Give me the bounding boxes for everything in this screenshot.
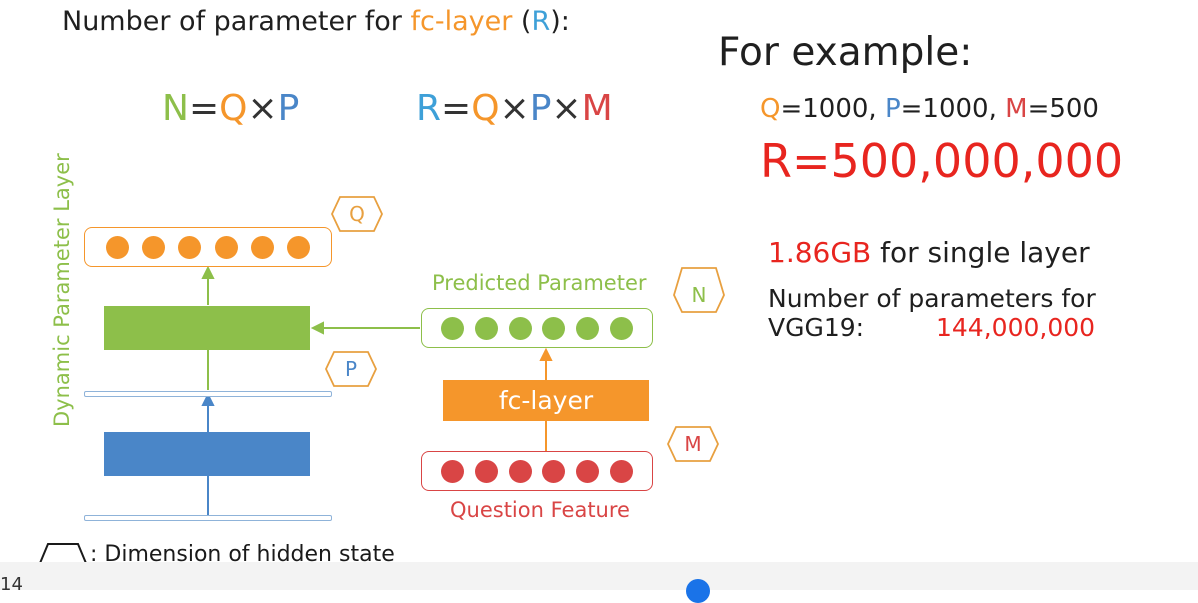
formula-r-r: R bbox=[416, 88, 442, 129]
title-paren-close: ): bbox=[550, 6, 570, 37]
formula-r-eq: = bbox=[441, 88, 472, 129]
hidden-state-bar-top bbox=[84, 391, 332, 397]
badge-q-text: Q bbox=[349, 202, 365, 226]
example-p-val: =1000, bbox=[900, 94, 1006, 124]
output-neuron bbox=[142, 235, 166, 259]
page-number: 14 bbox=[0, 574, 23, 595]
dynamic-parameter-bar bbox=[104, 306, 310, 350]
question-neuron bbox=[440, 459, 464, 483]
vgg-value: 144,000,000 bbox=[936, 313, 1096, 342]
predicted-neuron bbox=[508, 316, 532, 340]
hidden-state-legend-icon bbox=[37, 543, 89, 569]
output-neuron bbox=[178, 235, 202, 259]
predicted-parameter-row bbox=[421, 308, 653, 348]
formula-r-x1: × bbox=[499, 88, 530, 129]
example-r-value: R=500,000,000 bbox=[760, 134, 1124, 188]
fc-layer-label: fc-layer bbox=[498, 386, 594, 415]
output-neuron bbox=[286, 235, 310, 259]
formula-r-q: Q bbox=[471, 88, 500, 129]
example-q: Q bbox=[760, 94, 781, 124]
viewer-footer-bar bbox=[0, 562, 1198, 590]
formula-n-n: N bbox=[162, 88, 189, 129]
example-title: For example: bbox=[718, 30, 973, 75]
example-m-val: =500 bbox=[1027, 94, 1099, 124]
badge-m-text: M bbox=[684, 432, 701, 456]
formula-n-p: P bbox=[277, 88, 300, 129]
badge-m-shape bbox=[667, 426, 719, 462]
question-neuron bbox=[542, 459, 566, 483]
example-values: Q=1000, P=1000, M=500 bbox=[760, 94, 1099, 124]
formula-r-m: M bbox=[581, 88, 613, 129]
vgg-line2: VGG19: bbox=[768, 313, 865, 342]
question-neuron bbox=[474, 459, 498, 483]
title-paren-open: ( bbox=[512, 6, 532, 37]
formula-n-q: Q bbox=[219, 88, 248, 129]
question-feature-label: Question Feature bbox=[450, 498, 630, 522]
example-size: 1.86GB for single layer bbox=[768, 236, 1090, 269]
slide-title: Number of parameter for fc-layer (R): bbox=[62, 6, 570, 37]
title-fc: fc-layer bbox=[410, 6, 513, 37]
predicted-neuron bbox=[576, 316, 600, 340]
badge-n-text: N bbox=[692, 283, 707, 307]
formula-r-p: P bbox=[529, 88, 552, 129]
question-neuron bbox=[508, 459, 532, 483]
title-prefix: Number of parameter for bbox=[62, 6, 411, 37]
question-neuron bbox=[576, 459, 600, 483]
output-neuron bbox=[106, 235, 130, 259]
hidden-state-bar-bottom bbox=[84, 515, 332, 521]
example-size-text: for single layer bbox=[871, 236, 1090, 269]
badge-p-shape bbox=[325, 351, 377, 387]
example-m: M bbox=[1005, 94, 1028, 124]
formula-n-x: × bbox=[247, 88, 278, 129]
badge-q-shape bbox=[331, 196, 383, 232]
question-feature-row bbox=[421, 451, 653, 491]
predicted-neuron bbox=[474, 316, 498, 340]
formula-r: R=Q×P×M bbox=[416, 88, 613, 129]
output-neuron bbox=[214, 235, 238, 259]
example-size-value: 1.86GB bbox=[768, 236, 872, 269]
conv-layer-bar bbox=[104, 432, 310, 476]
fc-layer-box: fc-layer bbox=[443, 380, 649, 421]
example-p: P bbox=[884, 94, 901, 124]
progress-handle[interactable] bbox=[686, 579, 710, 603]
vgg-line1: Number of parameters for bbox=[768, 284, 1096, 313]
badge-p-text: P bbox=[345, 357, 357, 381]
question-neuron bbox=[610, 459, 634, 483]
predicted-neuron bbox=[542, 316, 566, 340]
formula-r-x2: × bbox=[551, 88, 582, 129]
diagram-svg: Q P N M bbox=[201, 196, 725, 515]
output-neurons-row bbox=[84, 227, 332, 267]
title-r: R bbox=[531, 6, 551, 37]
predicted-neuron bbox=[610, 316, 634, 340]
predicted-parameter-label: Predicted Parameter bbox=[432, 271, 647, 295]
example-q-val: =1000, bbox=[780, 94, 885, 124]
output-neuron bbox=[250, 235, 274, 259]
formula-n-eq: = bbox=[188, 88, 220, 129]
formula-n: N=Q×P bbox=[162, 88, 299, 129]
badge-n-shape bbox=[673, 267, 725, 313]
predicted-neuron bbox=[440, 316, 464, 340]
